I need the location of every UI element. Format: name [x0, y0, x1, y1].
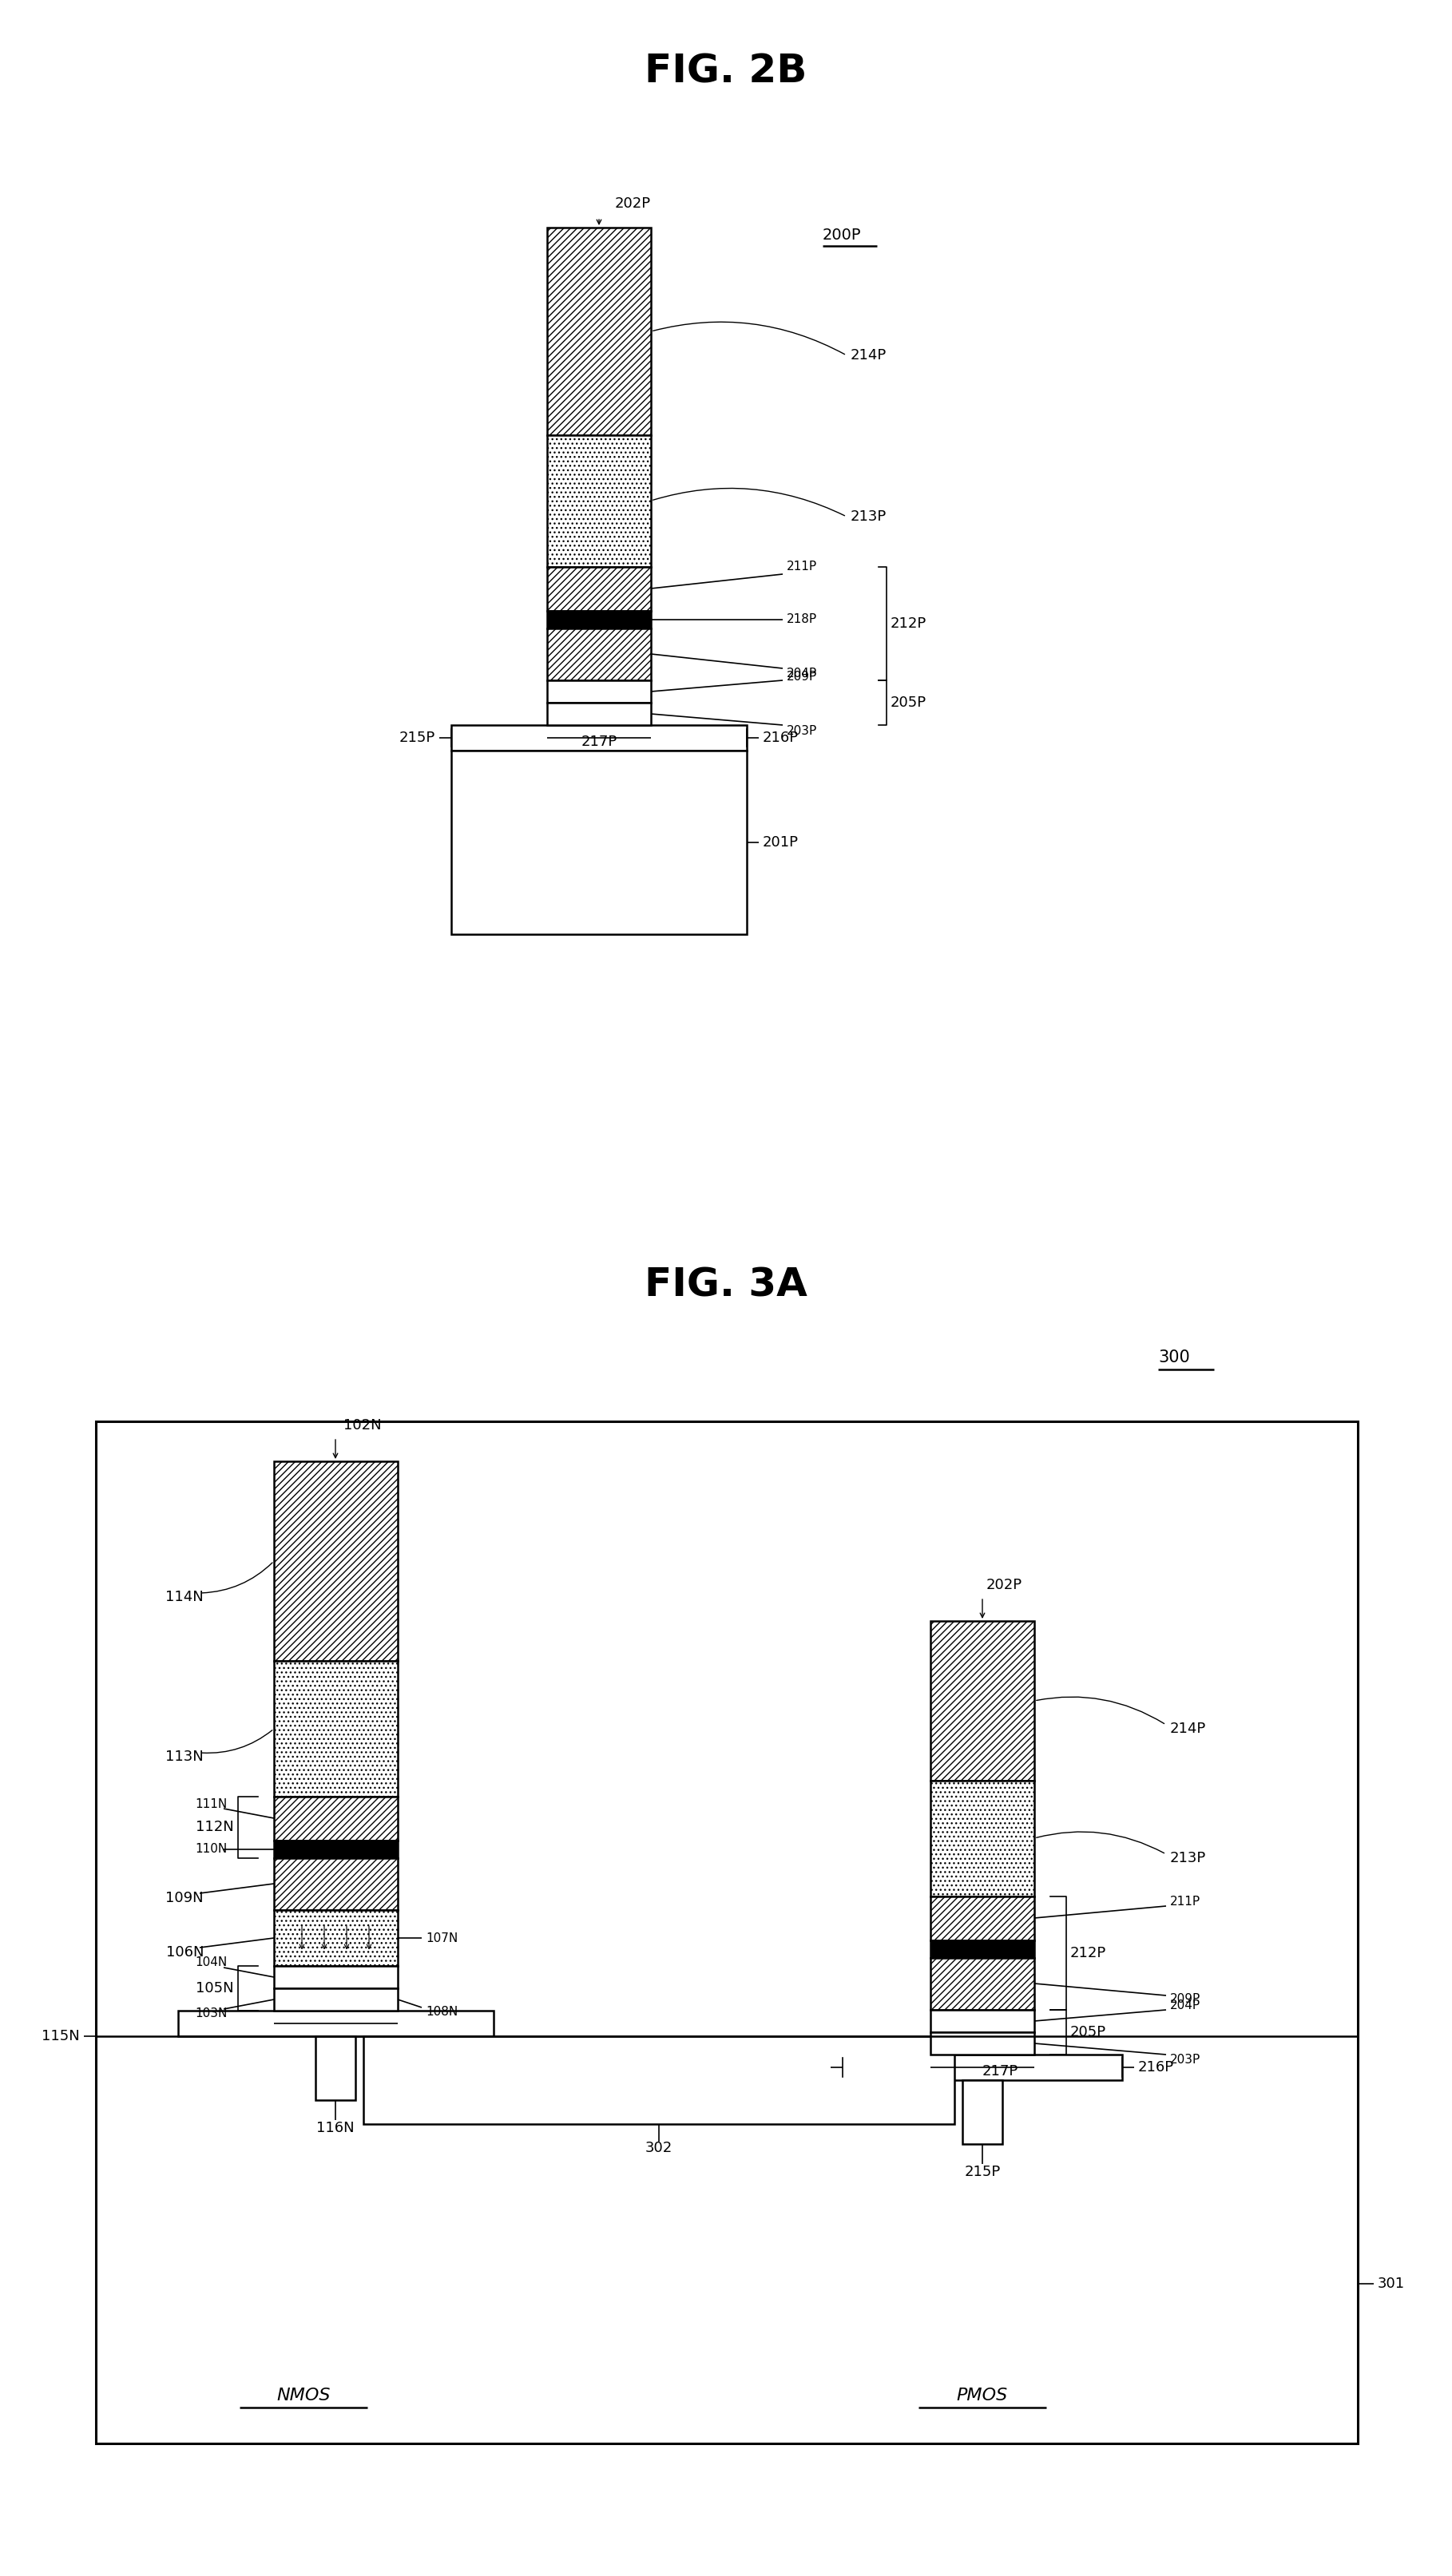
Text: 111N: 111N	[196, 1798, 228, 1811]
Text: 301: 301	[1378, 2277, 1406, 2290]
Bar	[452, 724, 746, 750]
Text: 209P: 209P	[787, 670, 817, 683]
Bar	[179, 2012, 494, 2035]
Text: 102N: 102N	[344, 1419, 382, 1432]
Text: 204P: 204P	[787, 667, 817, 680]
Text: 217P: 217P	[983, 2063, 1018, 2079]
Bar	[963, 2081, 1002, 2143]
Text: 103N: 103N	[196, 2007, 228, 2020]
Bar	[931, 2009, 1034, 2032]
FancyArrowPatch shape	[1037, 1832, 1165, 1852]
Bar	[931, 1780, 1034, 1896]
Bar	[315, 2035, 356, 2099]
Text: 211P: 211P	[787, 559, 817, 572]
Text: 209P: 209P	[1170, 1994, 1201, 2007]
Text: 202P: 202P	[986, 1579, 1022, 1592]
Text: 216P: 216P	[1138, 2061, 1175, 2074]
Bar	[547, 703, 650, 724]
FancyArrowPatch shape	[202, 1731, 272, 1754]
Text: 201P: 201P	[762, 835, 799, 850]
Text: 104N: 104N	[196, 1958, 228, 1968]
Text: 205P: 205P	[890, 696, 926, 711]
Text: 106N: 106N	[166, 1945, 203, 1960]
Text: FIG. 2B: FIG. 2B	[645, 52, 807, 90]
Bar	[96, 1422, 1358, 2445]
Text: NMOS: NMOS	[276, 2388, 331, 2403]
Bar	[452, 750, 746, 935]
Text: 108N: 108N	[425, 2007, 457, 2017]
Bar	[274, 1795, 398, 1842]
Bar	[547, 435, 650, 567]
Text: 107N: 107N	[425, 1932, 457, 1945]
Text: FIG. 3A: FIG. 3A	[645, 1267, 807, 1306]
Text: 202P: 202P	[616, 196, 650, 211]
Text: 211P: 211P	[1170, 1896, 1201, 1909]
Text: 205P: 205P	[1070, 2025, 1106, 2040]
Text: 213P: 213P	[1170, 1852, 1207, 1865]
Text: 203P: 203P	[1170, 2053, 1201, 2066]
FancyArrowPatch shape	[653, 489, 845, 515]
Text: 212P: 212P	[890, 616, 926, 631]
Text: 203P: 203P	[787, 726, 817, 737]
Bar	[274, 1909, 398, 1965]
Text: 214P: 214P	[851, 348, 887, 363]
Text: 302: 302	[645, 2141, 672, 2156]
Text: 215P: 215P	[399, 732, 436, 744]
Text: 213P: 213P	[851, 510, 887, 523]
Text: 115N: 115N	[42, 2030, 80, 2043]
Text: PMOS: PMOS	[957, 2388, 1008, 2403]
FancyArrowPatch shape	[202, 1564, 273, 1592]
Bar	[547, 567, 650, 611]
Text: 109N: 109N	[166, 1891, 203, 1906]
Bar	[274, 1965, 398, 1989]
Text: 113N: 113N	[166, 1749, 203, 1765]
Bar	[931, 2032, 1034, 2056]
Text: 116N: 116N	[317, 2120, 354, 2136]
Text: 110N: 110N	[196, 1844, 228, 1855]
Bar	[931, 1940, 1034, 1958]
Bar	[931, 1896, 1034, 1940]
FancyArrowPatch shape	[653, 322, 845, 355]
Bar	[931, 1958, 1034, 2009]
Bar	[547, 629, 650, 680]
Text: 204P: 204P	[1170, 1999, 1201, 2012]
Bar	[547, 611, 650, 629]
Bar	[363, 2035, 954, 2125]
Bar	[274, 1842, 398, 1857]
Bar	[842, 2056, 1122, 2081]
FancyArrowPatch shape	[1037, 1698, 1165, 1723]
Bar	[547, 680, 650, 703]
Bar	[547, 227, 650, 435]
Text: 216P: 216P	[762, 732, 799, 744]
Bar	[274, 1662, 398, 1795]
Text: 217P: 217P	[581, 734, 617, 750]
Text: 105N: 105N	[196, 1981, 234, 1996]
Text: 212P: 212P	[1070, 1945, 1106, 1960]
Text: 218P: 218P	[787, 613, 817, 626]
Bar	[931, 1620, 1034, 1780]
Text: 300: 300	[1159, 1350, 1189, 1365]
Text: 112N: 112N	[196, 1819, 234, 1834]
Text: 215P: 215P	[964, 2164, 1000, 2179]
Bar	[274, 1857, 398, 1909]
Text: 200P: 200P	[823, 227, 861, 242]
Text: 114N: 114N	[166, 1589, 203, 1605]
Bar	[274, 1461, 398, 1662]
Bar	[274, 1989, 398, 2012]
Text: 214P: 214P	[1170, 1721, 1207, 1736]
